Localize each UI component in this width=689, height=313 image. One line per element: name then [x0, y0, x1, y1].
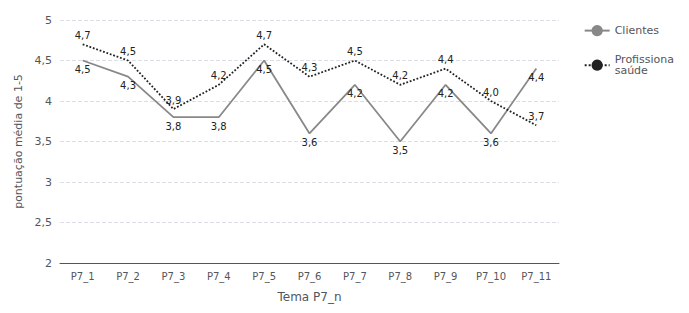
svg-text:P7_5: P7_5	[252, 271, 276, 283]
svg-text:3,8: 3,8	[165, 121, 181, 132]
svg-text:4,0: 4,0	[483, 87, 499, 98]
svg-text:3,5: 3,5	[392, 145, 408, 156]
svg-text:P7_11: P7_11	[521, 271, 551, 283]
svg-text:3,6: 3,6	[483, 137, 499, 148]
svg-text:saúde: saúde	[615, 64, 648, 77]
svg-text:4,2: 4,2	[392, 70, 408, 81]
svg-text:P7_3: P7_3	[162, 271, 186, 283]
svg-text:3: 3	[45, 176, 52, 189]
svg-text:P7_2: P7_2	[116, 271, 140, 283]
svg-text:P7_1: P7_1	[71, 271, 95, 283]
svg-text:Clientes: Clientes	[615, 24, 660, 37]
svg-text:3,5: 3,5	[35, 135, 53, 148]
svg-text:P7_7: P7_7	[343, 271, 367, 283]
svg-text:4,2: 4,2	[211, 70, 227, 81]
svg-text:P7_10: P7_10	[476, 271, 506, 283]
svg-text:pontuação média de 1-5: pontuação média de 1-5	[12, 74, 25, 209]
svg-text:P7_9: P7_9	[434, 271, 458, 283]
svg-text:P7_8: P7_8	[388, 271, 412, 283]
svg-text:4,2: 4,2	[438, 88, 454, 99]
svg-text:3,7: 3,7	[528, 111, 544, 122]
svg-text:4,5: 4,5	[347, 46, 363, 57]
svg-text:4,7: 4,7	[75, 30, 91, 41]
svg-text:4,5: 4,5	[120, 46, 136, 57]
svg-text:3,8: 3,8	[211, 121, 227, 132]
svg-text:4,3: 4,3	[120, 80, 136, 91]
svg-text:4,3: 4,3	[302, 62, 318, 73]
svg-text:3,9: 3,9	[165, 95, 181, 106]
svg-text:4: 4	[45, 95, 52, 108]
svg-text:2: 2	[45, 257, 52, 270]
svg-text:Tema P7_n: Tema P7_n	[276, 290, 341, 304]
svg-text:5: 5	[45, 14, 52, 27]
svg-text:P7_4: P7_4	[207, 271, 231, 283]
svg-text:4,4: 4,4	[438, 54, 454, 65]
svg-text:4,5: 4,5	[75, 64, 91, 75]
svg-text:P7_6: P7_6	[298, 271, 322, 283]
svg-text:4,7: 4,7	[256, 30, 272, 41]
svg-text:2,5: 2,5	[35, 216, 53, 229]
svg-text:4,2: 4,2	[347, 88, 363, 99]
svg-text:3,6: 3,6	[302, 137, 318, 148]
svg-text:4,5: 4,5	[35, 54, 53, 67]
svg-text:4,4: 4,4	[528, 72, 544, 83]
svg-text:Profissiona: Profissiona	[614, 53, 674, 67]
svg-text:4,5: 4,5	[256, 64, 272, 75]
